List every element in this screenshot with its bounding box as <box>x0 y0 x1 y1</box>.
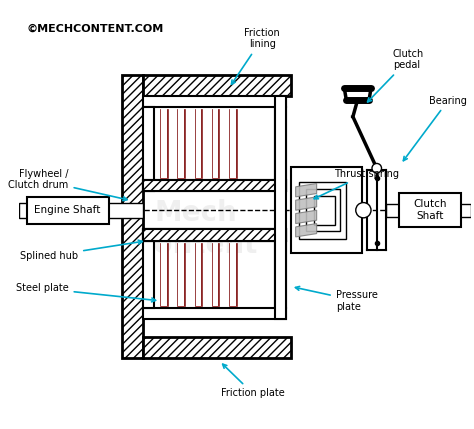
Polygon shape <box>296 224 317 237</box>
Bar <box>177 243 185 305</box>
Bar <box>386 203 471 217</box>
Bar <box>178 109 184 178</box>
Bar <box>306 189 339 231</box>
Bar <box>143 308 286 319</box>
Text: ©MECHCONTENT.COM: ©MECHCONTENT.COM <box>27 23 164 33</box>
Bar <box>19 202 143 218</box>
Bar <box>195 243 201 305</box>
Bar <box>143 337 291 358</box>
Bar <box>212 109 219 178</box>
Text: Friction plate: Friction plate <box>221 364 284 399</box>
Bar <box>122 75 143 358</box>
Bar <box>299 181 346 239</box>
Text: Pressure
plate: Pressure plate <box>295 287 378 311</box>
Text: Engine Shaft: Engine Shaft <box>35 205 101 215</box>
Bar <box>213 109 219 178</box>
Bar <box>194 109 202 178</box>
Text: Mech
Content: Mech Content <box>133 199 258 260</box>
Circle shape <box>356 202 371 218</box>
Bar <box>195 109 201 178</box>
Bar <box>212 243 219 305</box>
Bar <box>274 241 286 308</box>
Bar <box>160 109 168 178</box>
Polygon shape <box>296 184 317 197</box>
Text: Clutch
Shaft: Clutch Shaft <box>413 199 447 221</box>
Bar <box>27 197 109 224</box>
Bar <box>291 167 363 253</box>
Bar <box>229 243 237 305</box>
Bar <box>143 229 286 241</box>
Text: Steel plate: Steel plate <box>16 284 155 302</box>
Bar <box>178 243 184 305</box>
Text: Flywheel /
Clutch drum: Flywheel / Clutch drum <box>9 169 127 201</box>
Bar <box>399 193 461 227</box>
Polygon shape <box>296 197 317 210</box>
Bar <box>161 109 167 178</box>
Bar <box>213 243 219 305</box>
Text: Friction
lining: Friction lining <box>231 28 280 84</box>
Bar <box>143 229 286 241</box>
Bar <box>230 243 236 305</box>
Bar <box>161 243 167 305</box>
Circle shape <box>372 163 382 173</box>
Polygon shape <box>296 210 317 224</box>
Bar <box>177 109 185 178</box>
Bar <box>230 109 236 178</box>
Text: Splined hub: Splined hub <box>20 240 142 261</box>
Bar <box>160 243 168 305</box>
Text: Bearing: Bearing <box>403 96 467 161</box>
Bar <box>143 180 286 191</box>
Bar <box>194 243 202 305</box>
Text: Thrust spring: Thrust spring <box>314 169 399 199</box>
Bar <box>314 196 335 224</box>
Bar <box>143 107 155 191</box>
Bar <box>143 229 286 241</box>
Bar <box>143 241 155 308</box>
Bar <box>143 96 286 107</box>
Bar <box>229 109 237 178</box>
Bar <box>274 107 286 191</box>
Text: Clutch
pedal: Clutch pedal <box>367 48 424 102</box>
Bar <box>143 180 286 191</box>
Bar <box>274 96 286 319</box>
Bar <box>143 75 291 96</box>
